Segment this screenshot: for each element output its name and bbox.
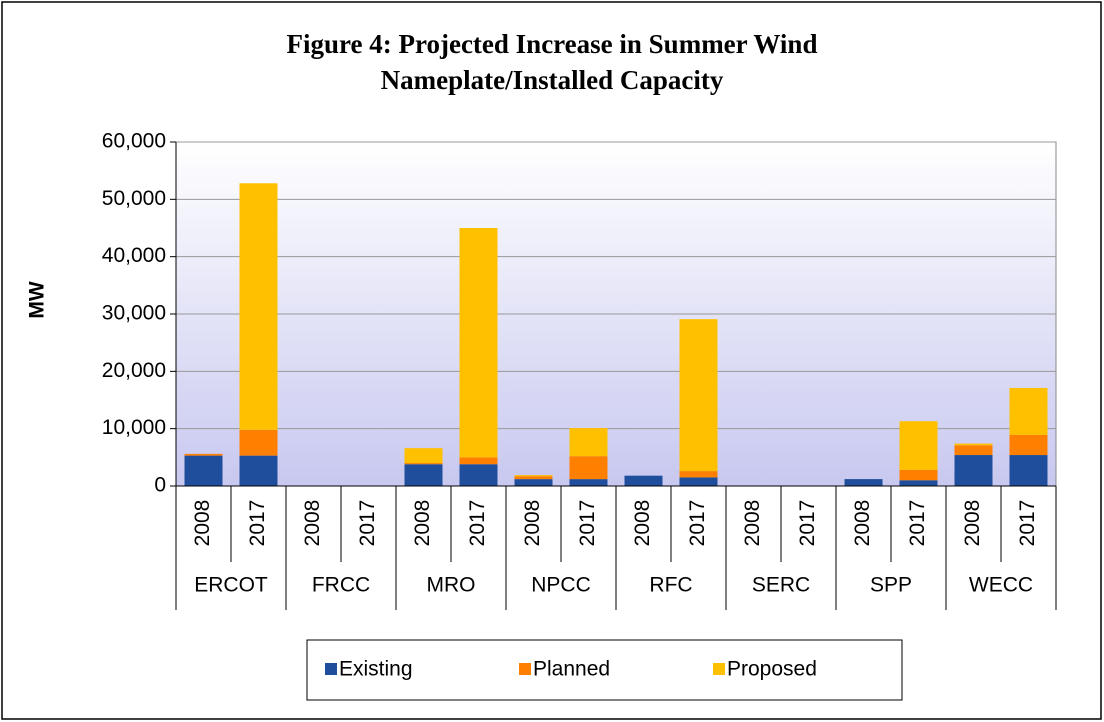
x-tick-label: 2008 xyxy=(411,500,434,547)
bar-segment xyxy=(184,453,223,456)
x-tick-label: 2017 xyxy=(686,500,709,547)
bar-segment xyxy=(1009,455,1048,486)
legend-swatch xyxy=(325,663,337,675)
x-tick-label: 2008 xyxy=(961,500,984,547)
bar-segment xyxy=(679,477,718,486)
bar-segment xyxy=(1009,387,1048,435)
bar-segment xyxy=(239,455,278,486)
legend-swatch xyxy=(519,663,531,675)
bar-segment xyxy=(404,448,443,464)
bar-segment xyxy=(954,455,993,486)
x-tick-label: 2008 xyxy=(301,500,324,547)
bar-segment xyxy=(459,464,498,486)
y-tick-label: 40,000 xyxy=(102,244,166,267)
x-tick-label: 2008 xyxy=(741,500,764,547)
x-tick-label: 2008 xyxy=(521,500,544,547)
bar-segment xyxy=(899,421,938,470)
bar-segment xyxy=(899,480,938,486)
bar-segment xyxy=(1009,434,1048,456)
group-label: NPCC xyxy=(531,574,591,597)
y-axis-label: MW xyxy=(26,281,49,318)
x-tick-label: 2017 xyxy=(576,500,599,547)
x-tick-label: 2017 xyxy=(1016,500,1039,547)
y-tick-label: 0 xyxy=(154,474,166,497)
bar-segment xyxy=(899,469,938,481)
x-tick-label: 2008 xyxy=(631,500,654,547)
group-label: FRCC xyxy=(312,574,370,597)
legend-swatch xyxy=(713,663,725,675)
group-label: WECC xyxy=(969,574,1033,597)
bar-segment xyxy=(459,457,498,465)
bar-segment xyxy=(239,183,278,430)
x-tick-label: 2017 xyxy=(246,500,269,547)
x-tick-label: 2017 xyxy=(466,500,489,547)
legend-label: Proposed xyxy=(727,658,817,681)
y-tick-label: 20,000 xyxy=(102,359,166,382)
x-tick-label: 2008 xyxy=(851,500,874,547)
group-label: MRO xyxy=(427,574,476,597)
legend-label: Planned xyxy=(533,658,610,681)
bar-segment xyxy=(569,428,608,457)
y-tick-label: 60,000 xyxy=(102,130,166,153)
legend xyxy=(306,639,903,701)
bar-segment xyxy=(679,471,718,478)
bar-segment xyxy=(514,476,553,480)
bar-segment xyxy=(514,475,553,477)
bar-segment xyxy=(514,479,553,486)
x-tick-label: 2017 xyxy=(796,500,819,547)
bar-segment xyxy=(404,464,443,486)
bar-segment xyxy=(239,429,278,456)
group-label: SPP xyxy=(870,574,912,597)
x-tick-label: 2017 xyxy=(356,500,379,547)
bar-segment xyxy=(679,319,718,472)
group-label: ERCOT xyxy=(194,574,268,597)
group-label: RFC xyxy=(649,574,692,597)
bar-segment xyxy=(569,479,608,486)
chart-title: Figure 4: Projected Increase in Summer W… xyxy=(286,29,818,95)
bar-segment xyxy=(844,479,883,486)
bar-segment xyxy=(459,228,498,458)
group-label: SERC xyxy=(752,574,810,597)
legend-label: Existing xyxy=(339,658,413,681)
bar-segment xyxy=(954,445,993,456)
bar-segment xyxy=(569,456,608,480)
bar-segment xyxy=(954,443,993,446)
bar-segment xyxy=(184,455,223,486)
x-tick-label: 2017 xyxy=(906,500,929,547)
y-tick-label: 10,000 xyxy=(102,416,166,439)
y-tick-label: 50,000 xyxy=(102,187,166,210)
x-tick-label: 2008 xyxy=(191,500,214,547)
bar-segment xyxy=(624,475,663,486)
bar-segment xyxy=(404,463,443,465)
y-tick-label: 30,000 xyxy=(102,302,166,325)
